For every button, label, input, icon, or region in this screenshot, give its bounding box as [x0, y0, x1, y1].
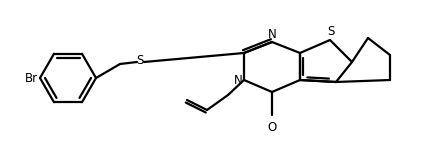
Text: N: N [234, 74, 243, 87]
Text: S: S [136, 54, 144, 68]
Text: O: O [268, 121, 276, 134]
Text: S: S [327, 25, 335, 38]
Text: N: N [268, 28, 276, 41]
Text: Br: Br [25, 72, 38, 84]
